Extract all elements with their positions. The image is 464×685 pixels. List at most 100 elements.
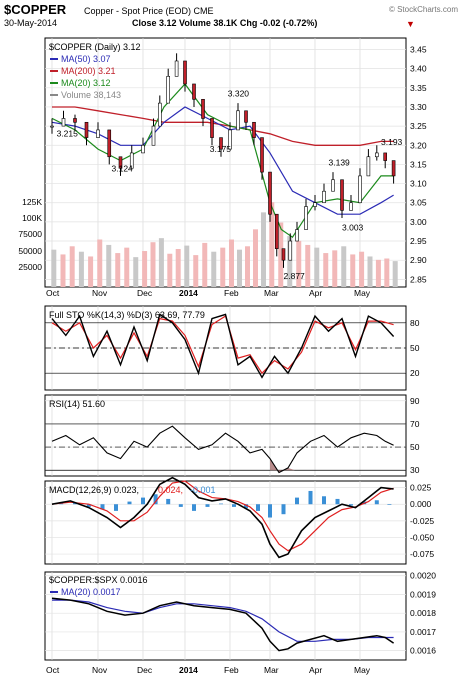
volume-bar-15 xyxy=(184,245,190,287)
macd-hist-bar-14 xyxy=(244,504,248,509)
price-annotation-3: 3.175 xyxy=(210,144,232,154)
price-candle-5 xyxy=(107,129,112,158)
ytick-sto-0: 80 xyxy=(410,318,420,328)
price-candle-37 xyxy=(383,152,388,161)
month-label-1-2: Dec xyxy=(137,665,153,675)
price-annotation-4: 2.877 xyxy=(284,271,306,281)
ytick-price-9: 3.00 xyxy=(410,217,427,227)
month-label-0-0: Oct xyxy=(46,288,60,298)
ratio-ma-label: MA(20) 0.0017 xyxy=(61,587,121,597)
volume-bar-13 xyxy=(167,253,173,287)
volume-bar-1 xyxy=(60,254,66,287)
macd-legend-title: MACD(12,26,9) 0.023, xyxy=(49,485,139,495)
month-label-0-2: Dec xyxy=(137,288,153,298)
volume-bar-19 xyxy=(220,247,226,287)
volume-bar-33 xyxy=(341,246,347,287)
price-annotation-6: 3.003 xyxy=(342,223,364,233)
price-candle-28 xyxy=(304,206,308,230)
month-label-1-3: 2014 xyxy=(179,665,198,675)
macd-hist-bar-13 xyxy=(232,504,236,507)
price-candle-9 xyxy=(151,125,156,146)
volume-bar-8 xyxy=(124,247,130,287)
price-candle-15 xyxy=(201,98,205,119)
quote-summary: Close 3.12 Volume 38.1K Chg -0.02 (-0.72… xyxy=(132,18,317,28)
panel-frame-rsi xyxy=(44,394,407,477)
price-annotation-1: 3.124 xyxy=(112,163,134,173)
month-label-0-5: Mar xyxy=(264,288,279,298)
ytick-price-3: 3.30 xyxy=(410,102,427,112)
price-annotation-2: 3.320 xyxy=(228,88,250,98)
price-candle-20 xyxy=(244,110,248,123)
price-candle-26 xyxy=(288,240,293,261)
ytick-price-10: 2.95 xyxy=(410,236,427,246)
ytick-price-1: 3.40 xyxy=(410,64,427,74)
macd-hist-bar-3 xyxy=(100,504,105,510)
sto-legend-title: Full STO %K(14,3) %D(3) 63.69, 77.79 xyxy=(49,310,205,320)
ytick-ratio-2: 0.0018 xyxy=(410,608,436,618)
volume-bar-26 xyxy=(278,222,284,287)
macd-hist-bar-6 xyxy=(141,497,145,505)
month-label-1-7: May xyxy=(354,665,371,675)
volume-bar-35 xyxy=(359,251,365,287)
ratio-ma-line xyxy=(52,599,394,642)
panel-frame-price xyxy=(44,37,407,288)
ytick-macd-0: 0.025 xyxy=(410,483,432,493)
volume-bar-36 xyxy=(367,256,373,287)
volume-bar-2 xyxy=(69,246,75,287)
volume-bar-5 xyxy=(97,239,103,287)
volume-bar-14 xyxy=(175,249,181,287)
macd-hist-bar-12 xyxy=(219,503,223,505)
ytick-ratio-0: 0.0020 xyxy=(410,571,436,581)
volume-bar-29 xyxy=(305,244,311,287)
volume-bar-23 xyxy=(253,229,258,287)
price-candle-8 xyxy=(141,144,145,154)
macd-hist-bar-25 xyxy=(387,504,392,505)
price-annotation-7: 3.193 xyxy=(381,137,403,147)
price-candle-33 xyxy=(349,202,353,211)
price-candle-36 xyxy=(374,152,379,158)
macd-hist-bar-15 xyxy=(256,504,260,511)
ytick-price-8: 3.05 xyxy=(410,198,427,208)
volume-bar-31 xyxy=(323,253,329,287)
macd-signal-line xyxy=(51,480,394,552)
volume-bar-38 xyxy=(384,258,390,287)
macd-legend-hist: -0.001 xyxy=(190,485,216,495)
volume-axis-label-2: 75000 xyxy=(18,229,42,239)
price-candle-12 xyxy=(174,60,179,77)
macd-legend-signal: 0.024, xyxy=(158,485,183,495)
macd-hist-bar-5 xyxy=(127,501,132,505)
macd-hist-bar-2 xyxy=(86,504,91,507)
macd-hist-bar-4 xyxy=(114,504,118,511)
month-label-0-3: 2014 xyxy=(179,288,198,298)
volume-bar-17 xyxy=(202,242,208,287)
ytick-macd-3: -0.050 xyxy=(410,532,434,542)
ratio-line xyxy=(51,597,395,652)
price-candle-3 xyxy=(84,121,89,138)
price-candle-30 xyxy=(322,190,326,204)
volume-bar-11 xyxy=(150,242,156,287)
watermark: © StockCharts.com xyxy=(389,5,458,14)
month-label-1-5: Mar xyxy=(264,665,279,675)
ratio-legend-title: $COPPER:$SPX 0.0016 xyxy=(49,575,148,585)
price-candle-1 xyxy=(61,118,66,127)
price-candle-18 xyxy=(228,129,232,150)
macd-hist-bar-9 xyxy=(178,504,183,507)
price-candle-7 xyxy=(129,152,134,169)
volume-bar-37 xyxy=(375,259,381,287)
volume-bar-22 xyxy=(245,246,250,287)
volume-bar-25 xyxy=(269,202,275,287)
volume-bar-9 xyxy=(133,257,139,287)
legend-label-3: Volume 38,143 xyxy=(61,90,121,100)
ytick-macd-2: -0.025 xyxy=(410,516,434,526)
price-annotation-0: 3.215 xyxy=(57,129,79,139)
month-label-0-4: Feb xyxy=(224,288,239,298)
chg-down-arrow: ▼ xyxy=(406,19,415,29)
price-candle-38 xyxy=(391,160,396,177)
ytick-price-6: 3.15 xyxy=(410,159,427,169)
volume-bar-7 xyxy=(115,253,121,287)
price-candle-31 xyxy=(331,179,335,192)
ytick-rsi-1: 70 xyxy=(410,419,420,429)
price-candle-32 xyxy=(340,179,344,211)
date-label: 30-May-2014 xyxy=(4,18,57,28)
macd-hist-bar-19 xyxy=(308,490,313,505)
